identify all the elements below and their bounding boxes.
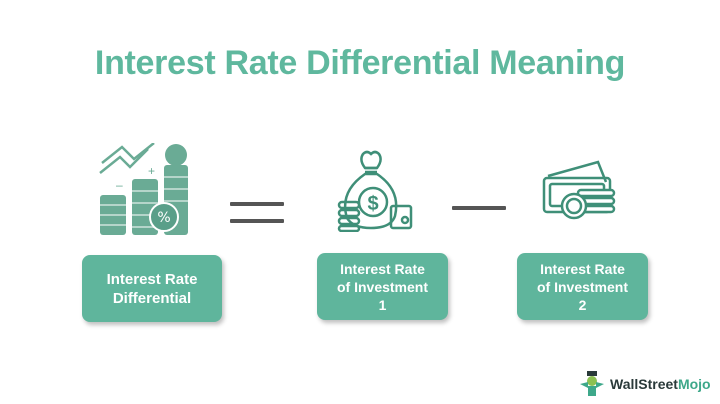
logo-text-wallstreet: WallStreet [610,376,678,392]
page-title: Interest Rate Differential Meaning [94,44,626,82]
equals-sign-bottom [230,219,284,223]
svg-text:+: + [148,164,155,178]
logo-text: WallStreetMojo [610,376,711,392]
term-box-interest-rate-investment-1: Interest Rate of Investment 1 [317,253,448,320]
cash-coins-icon [542,160,616,220]
logo-mascot-icon [580,371,604,396]
svg-text:$: $ [367,193,378,215]
term-line: of Investment [536,278,628,295]
term-line: of Investment [336,278,428,295]
term-box-interest-rate-differential: Interest Rate Differential [82,255,222,322]
svg-text:%: % [157,210,170,226]
term-line: Interest Rate [540,260,625,277]
term-line: 1 [378,296,387,313]
growth-chart-coins-percent-icon: % – + [99,143,188,235]
term-line: Differential [112,289,192,307]
term-box-interest-rate-investment-2: Interest Rate of Investment 2 [517,253,648,320]
money-bag-coins-icon: $ [337,150,413,232]
term-line: Interest Rate [106,270,198,288]
term-line: 2 [578,296,587,313]
wallstreetmojo-logo: WallStreetMojo [578,370,711,398]
equals-sign-top [230,202,284,206]
logo-text-mojo: Mojo [677,376,711,392]
term-line: Interest Rate [340,260,425,277]
minus-sign [452,206,506,210]
svg-text:–: – [116,178,123,192]
